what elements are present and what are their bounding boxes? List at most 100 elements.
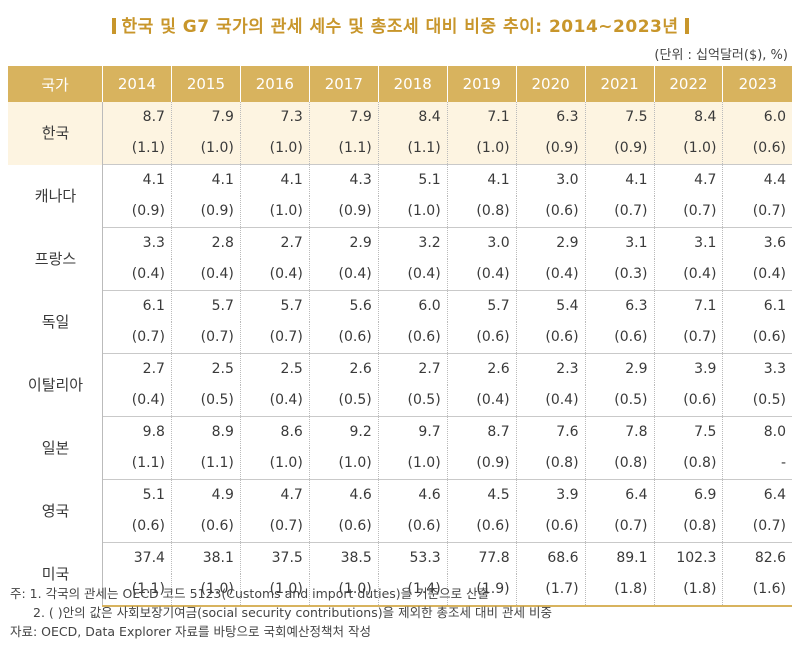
tariff-share-cell: (0.7) [585,511,655,543]
tariff-share-cell: (0.6) [171,511,241,543]
tariff-value-cell: 5.4 [516,290,586,322]
table-row-shares: (0.4) (0.4) (0.4) (0.4) (0.4) (0.4) (0.4) (0.3)… [8,259,792,291]
table-row-shares: (1.1) (1.0) (1.0) (1.1) (1.1) (1.0) (0.9) (0.9)… [8,133,792,165]
tariff-share-cell: (0.6) [309,511,379,543]
footnotes: 주: 1. 각국의 관세는 OECD 코드 5123(Customs and i… [10,584,552,641]
tariff-share-cell: (0.7) [585,196,655,228]
tariff-value-cell: 9.2 [309,416,379,448]
tariff-value-cell: 53.3 [378,542,448,574]
tariff-share-cell: (0.4) [516,385,586,417]
tariff-value-cell: 8.6 [240,416,310,448]
table-row-shares: (0.7) (0.7) (0.7) (0.6) (0.6) (0.6) (0.6) (0.6)… [8,322,792,354]
tariff-share-cell: (0.6) [722,322,792,354]
tariff-value-cell: 6.1 [763,298,786,314]
tariff-share-cell: (0.6) [309,322,379,354]
tariff-value-cell: 7.3 [240,102,310,133]
title-bar-right [684,18,689,34]
tariff-share-cell: (0.7) [654,322,724,354]
title-bar-left [111,18,116,34]
tariff-share-cell: (0.6) [516,511,586,543]
tariff-value-cell: 6.0 [722,102,792,133]
tariff-share-cell: (1.0) [171,133,241,165]
tariff-share-cell: (1.0) [171,574,241,607]
tariff-value-cell: 8.0 [763,424,786,440]
table-body: 한국 8.7 7.9 7.3 7.9 8.4 7.1 6.3 7.5 8.4 6.0 (1.1) (1.… [8,102,792,607]
tariff-share-cell: (0.5) [722,385,792,417]
tariff-value-cell: 5.7 [240,290,310,322]
tariff-value-cell: 2.6 [447,353,517,385]
tariff-share-cell: (1.0) [447,133,517,165]
tariff-value-cell: 4.1 [447,164,517,196]
tariff-share-cell: (1.0) [240,448,310,480]
table-title: 한국 및 G7 국가의 관세 세수 및 총조세 대비 비중 추이: 2014~2… [0,12,800,37]
tariff-value-cell: 38.5 [309,542,379,574]
tariff-share-cell: (0.4) [240,259,310,291]
tariff-share-cell: (1.0) [309,448,379,480]
tariff-value-cell: 5.7 [447,290,517,322]
tariff-share-cell: (0.6) [722,133,792,165]
tariff-value-cell: 7.6 [516,416,586,448]
tariff-value-cell: 9.8 [102,416,172,448]
tariff-value-cell: 2.9 [516,227,586,259]
tariff-value-cell: 2.6 [309,353,379,385]
table-row-values: 독일 6.1 5.7 5.7 5.6 6.0 5.7 5.4 6.3 7.1 6.1 [8,290,792,354]
tariff-value-cell: 2.7 [378,353,448,385]
tariff-share-cell: (0.4) [102,385,172,417]
tariff-share-cell: (0.7) [722,511,792,543]
table-row-values: 캐나다 4.1 4.1 4.1 4.3 5.1 4.1 3.0 4.1 4.7 4.4 [8,164,792,228]
tariff-share-cell: (0.7) [102,322,172,354]
tariff-share-cell: (0.4) [722,259,792,291]
header-year: 2015 [171,66,241,102]
tariff-share-cell: (1.1) [102,133,172,165]
header-country: 국가 [8,66,103,102]
tariff-share-cell: (1.8) [654,574,724,607]
tariff-share-cell: (0.8) [516,448,586,480]
header-year: 2021 [585,66,655,102]
tariff-value-cell: 8.4 [654,102,724,133]
tariff-value-cell: 5.1 [378,164,448,196]
country-cell: 독일 [8,290,103,354]
header-year: 2023 [722,66,792,102]
tariff-share-cell: (1.1) [309,133,379,165]
tariff-share-cell: (0.4) [378,259,448,291]
header-year: 2019 [447,66,517,102]
tariff-value-cell: 5.6 [309,290,379,322]
tariff-share-cell: (0.9) [102,196,172,228]
unit-label: (단위 : 십억달러($), %) [654,48,788,63]
tariff-share-cell: (0.9) [171,196,241,228]
table-row-values: 이탈리아 2.7 2.5 2.5 2.6 2.7 2.6 2.3 2.9 3.9 3.3 [8,353,792,417]
tariff-share-cell: (0.6) [447,322,517,354]
tariff-share-cell: (0.5) [309,385,379,417]
tariff-value-cell: 2.5 [240,353,310,385]
tariff-value-cell: 4.4 [763,172,786,188]
header-year: 2022 [654,66,724,102]
tariff-share-cell: (0.4) [171,259,241,291]
tariff-value-cell: 5.1 [102,479,172,511]
table-row-values: 한국 8.7 7.9 7.3 7.9 8.4 7.1 6.3 7.5 8.4 6.0 [8,102,792,165]
tariff-value-cell: 2.7 [102,353,172,385]
tariff-value-cell: 3.2 [378,227,448,259]
tariff-share-cell: (1.0) [378,196,448,228]
country-cell: 캐나다 [8,164,103,228]
table-row-values: 미국 37.4 38.1 37.5 38.5 53.3 77.8 68.6 89.1 102.3 8… [8,542,792,606]
tariff-value-cell: 7.5 [654,416,724,448]
tariff-value-cell: 4.1 [102,164,172,196]
tariff-value-cell: 6.3 [585,290,655,322]
tariff-share-cell: (0.6) [585,322,655,354]
tariff-value-cell: 5.7 [171,290,241,322]
tariff-value-cell: 4.1 [240,164,310,196]
tariff-value-cell: 102.3 [654,542,724,574]
tariff-value-cell: 6.9 [654,479,724,511]
tariff-share-cell: (0.4) [654,259,724,291]
tariff-value-cell: 7.1 [447,102,517,133]
tariff-share-cell: - [722,448,792,480]
tariff-share-cell: (0.4) [447,259,517,291]
tariff-share-cell: (0.9) [516,133,586,165]
tariff-value-cell: 89.1 [585,542,655,574]
header-year: 2018 [378,66,448,102]
tariff-value-cell: 2.8 [171,227,241,259]
tariff-share-cell: (0.7) [240,511,310,543]
tariff-share-cell: (0.4) [447,385,517,417]
tariff-share-cell: (0.6) [102,511,172,543]
tariff-share-cell: (0.5) [171,385,241,417]
